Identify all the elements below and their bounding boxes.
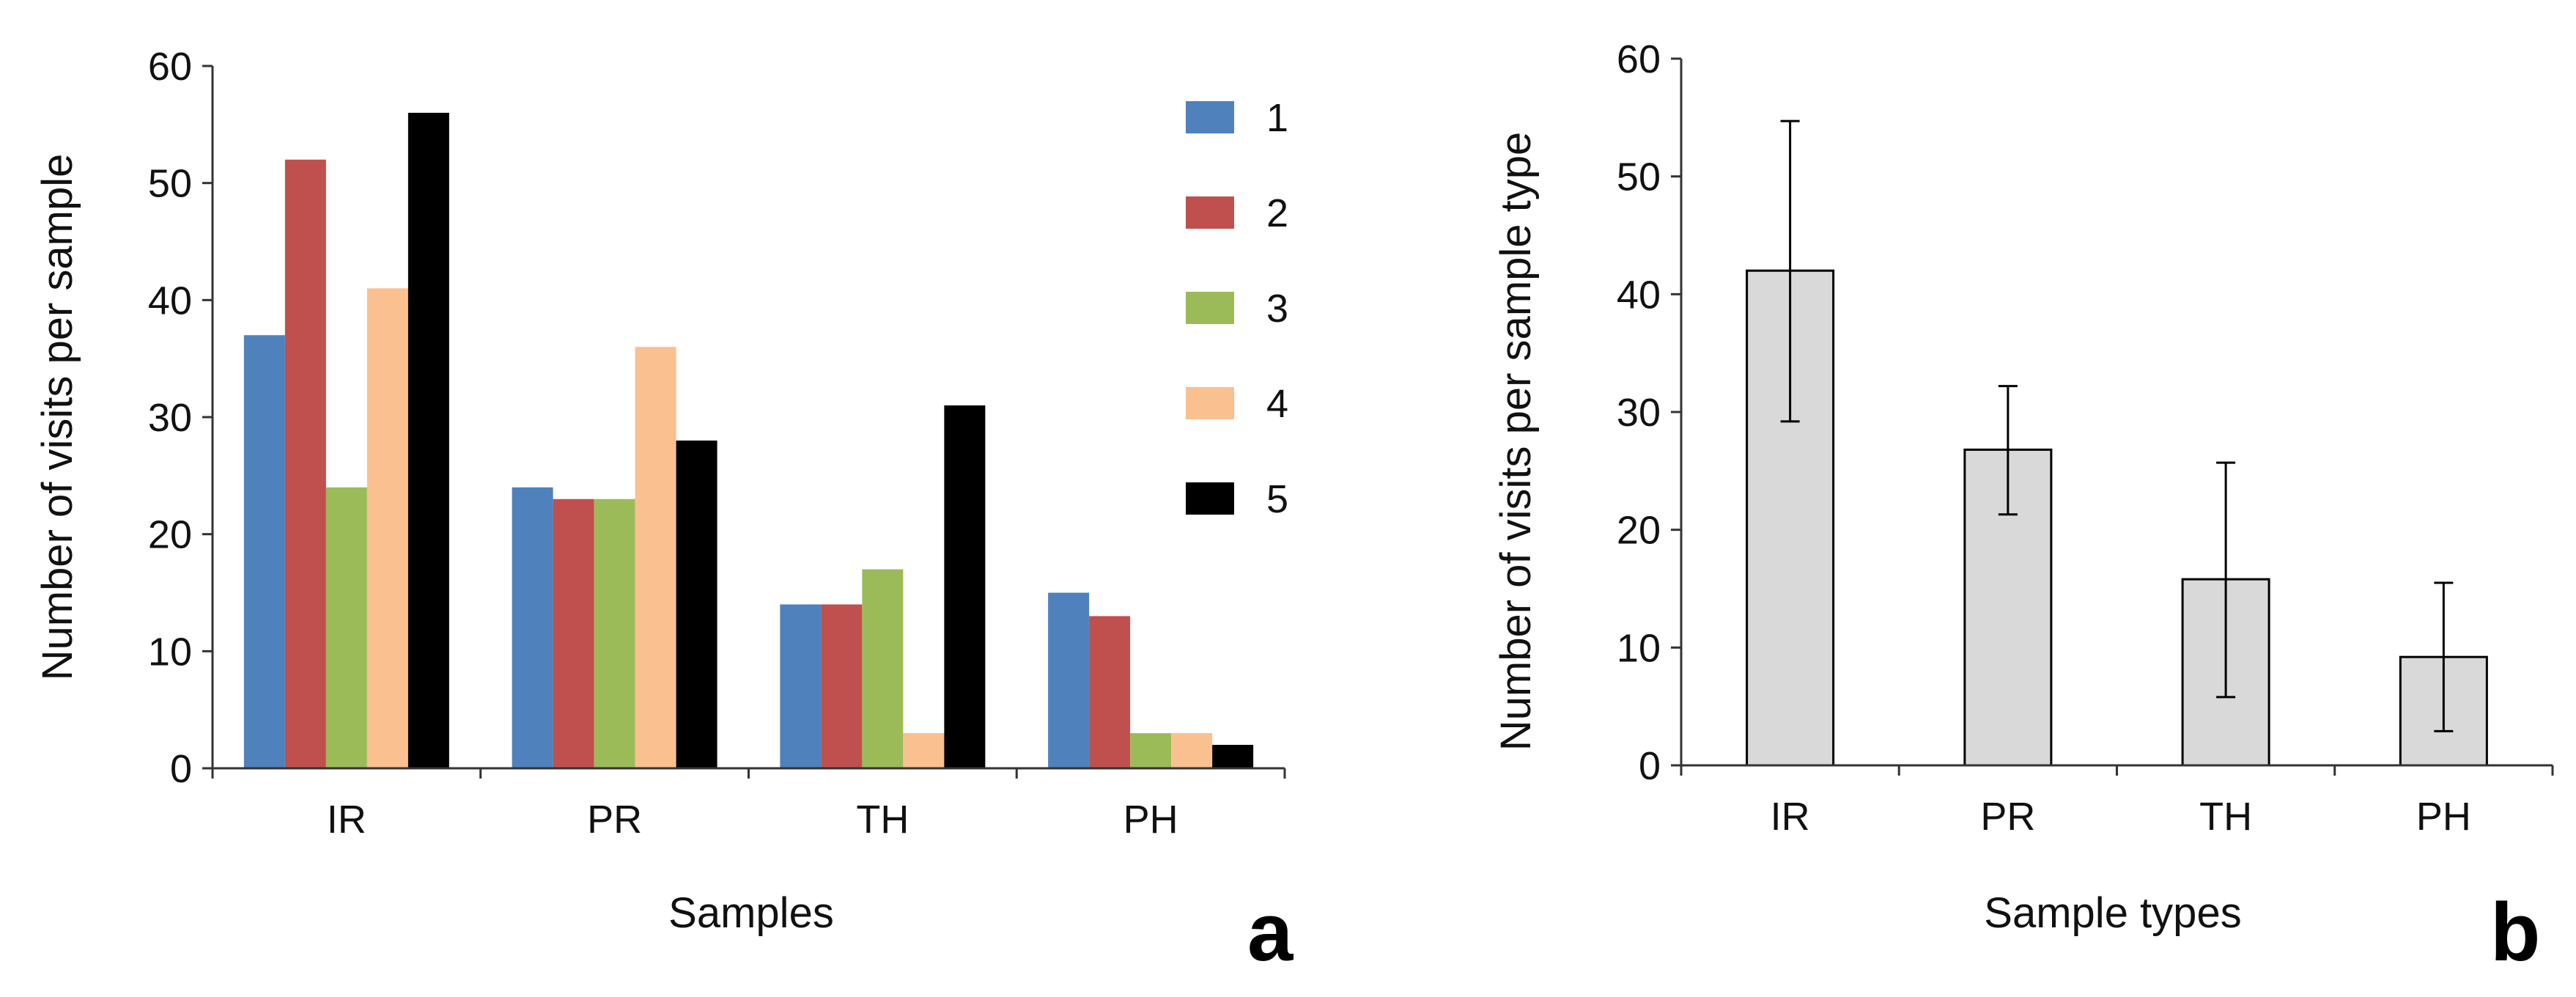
legend-swatch-4 xyxy=(1186,387,1234,419)
x-tick-label: TH xyxy=(856,798,909,842)
bar-PH-series-5 xyxy=(1212,745,1254,768)
y-tick-label: 60 xyxy=(148,45,192,89)
x-tick-label: PH xyxy=(1123,798,1178,842)
bar-TH-series-1 xyxy=(780,604,822,768)
bar-TH-series-2 xyxy=(821,604,863,768)
x-tick-label: PR xyxy=(1980,795,2035,839)
error-bar-TH xyxy=(2216,461,2236,699)
chart-a-legend: 1 2 3 4 5 xyxy=(1186,96,1288,521)
bar-TH-series-5 xyxy=(944,405,986,768)
legend-swatch-1 xyxy=(1186,101,1234,133)
bar-TH-series-4 xyxy=(903,733,945,768)
legend-label-4: 4 xyxy=(1266,382,1288,426)
y-tick-label: 0 xyxy=(170,747,192,791)
y-tick-label: 10 xyxy=(148,630,192,674)
x-tick-label: TH xyxy=(2199,795,2252,839)
bar-PR-series-5 xyxy=(676,440,717,768)
y-tick-label: 30 xyxy=(1617,391,1661,435)
x-tick-label: IR xyxy=(1771,795,1810,839)
bar-PH-series-1 xyxy=(1048,592,1090,768)
x-tick-label: PH xyxy=(2416,795,2471,839)
error-bar-PH xyxy=(2434,581,2454,732)
bar-PR-series-2 xyxy=(553,498,594,768)
y-tick-label: 50 xyxy=(1617,155,1661,199)
chart-a-panel-letter: a xyxy=(1247,886,1293,978)
bar-IR-series-2 xyxy=(284,159,326,768)
chart-b-bars xyxy=(1746,119,2488,767)
chart-a-x-label: Samples xyxy=(668,889,834,937)
x-tick-label: PR xyxy=(587,798,642,842)
legend-swatch-3 xyxy=(1186,292,1234,324)
bar-TH-series-3 xyxy=(862,569,904,768)
legend-swatch-2 xyxy=(1186,196,1234,229)
bar-IR-series-3 xyxy=(325,487,367,768)
bar-PH-series-3 xyxy=(1130,733,1172,768)
chart-b-ticks: IR PR TH PH 0 10 20 30 40 50 60 xyxy=(1617,37,2554,839)
chart-a-bars xyxy=(243,112,1254,768)
chart-b-y-label: Number of visits per sample type xyxy=(1492,132,1540,751)
y-tick-label: 40 xyxy=(148,279,192,323)
legend-label-5: 5 xyxy=(1266,477,1288,521)
chart-b-x-label: Sample types xyxy=(1984,889,2241,937)
y-tick-label: 60 xyxy=(1617,37,1661,81)
chart-a-ticks: IR PR TH PH 0 10 20 30 40 50 60 xyxy=(148,45,1286,842)
error-bar-PR xyxy=(1998,385,2018,516)
y-tick-label: 40 xyxy=(1617,273,1661,317)
bar-IR-series-5 xyxy=(407,112,449,768)
y-tick-label: 20 xyxy=(148,513,192,557)
chart-b-panel-letter: b xyxy=(2490,886,2540,978)
error-bar-IR xyxy=(1780,119,1800,423)
bar-IR-series-1 xyxy=(243,335,285,768)
legend-label-2: 2 xyxy=(1266,191,1288,235)
chart-b: IR PR TH PH 0 10 20 30 40 50 60 Number of visits p… xyxy=(1492,37,2554,978)
legend-swatch-5 xyxy=(1186,482,1234,515)
y-tick-label: 30 xyxy=(148,396,192,440)
bar-PR-series-1 xyxy=(512,487,553,768)
legend-label-1: 1 xyxy=(1266,96,1288,140)
chart-a: IR PR TH PH 0 10 20 30 40 50 60 Number of visits p… xyxy=(34,45,1293,978)
y-tick-label: 0 xyxy=(1639,744,1661,788)
x-tick-label: IR xyxy=(327,798,366,842)
y-tick-label: 50 xyxy=(148,162,192,206)
legend-label-3: 3 xyxy=(1266,287,1288,331)
bar-PR-series-4 xyxy=(635,347,676,768)
bar-PH-series-2 xyxy=(1089,616,1131,768)
y-tick-label: 10 xyxy=(1617,626,1661,670)
bar-PR-series-3 xyxy=(594,498,635,768)
chart-a-y-label: Number of visits per sample xyxy=(34,154,81,681)
bar-IR-series-4 xyxy=(366,288,408,768)
y-tick-label: 20 xyxy=(1617,509,1661,553)
bar-PH-series-4 xyxy=(1171,733,1213,768)
